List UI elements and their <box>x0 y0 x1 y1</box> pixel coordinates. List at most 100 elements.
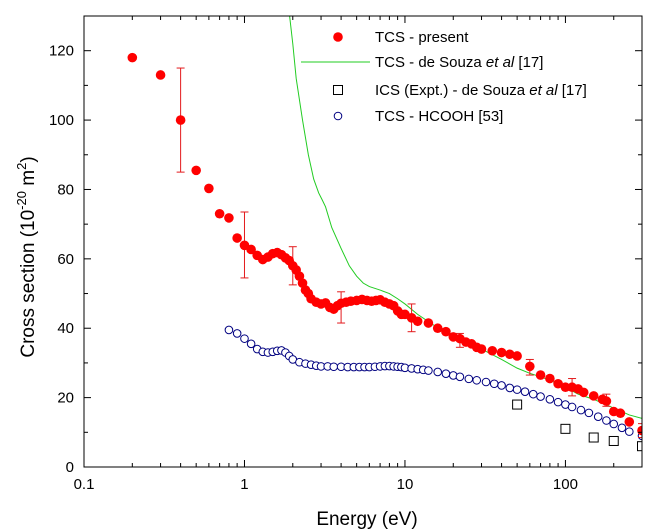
tcs-hcooh-point <box>624 427 634 436</box>
tcs-present-point <box>525 361 535 372</box>
legend-label: TCS - present <box>375 29 469 46</box>
x-tick-label: 100 <box>553 476 578 493</box>
y-axis-title-unit: m <box>18 170 39 191</box>
tcs-hcooh-point <box>433 367 443 377</box>
ics-desouza-point <box>560 423 571 434</box>
tcs-present-point <box>412 316 423 327</box>
legend-item-tcs-present: TCS - present <box>333 29 469 46</box>
legend-open-square-icon <box>333 85 343 95</box>
legend-label: TCS - de Souza et al [17] <box>375 54 543 71</box>
legend-label-part: et al <box>529 82 558 99</box>
y-tick-label: 60 <box>57 251 74 268</box>
ics-desouza-point <box>637 441 642 452</box>
plot-frame <box>83 15 643 468</box>
x-tick-label: 10 <box>397 476 414 493</box>
y-axis-title-exponent: -20 <box>14 191 29 210</box>
tcs-present-point <box>624 417 635 427</box>
tcs-present-point <box>232 233 242 243</box>
y-axis-title-unit-exponent: 2 <box>14 163 29 170</box>
tcs-hcooh-point <box>481 377 491 387</box>
tcs-hcooh-point <box>424 366 433 375</box>
legend-label-part: TCS - HCOOH [53] <box>375 108 503 125</box>
tcs-desouza-line <box>289 16 642 419</box>
tcs-present-point <box>204 183 214 194</box>
tcs-present-point <box>224 213 234 223</box>
tcs-present-point <box>432 323 443 334</box>
tcs-present-point <box>191 165 201 176</box>
y-tick-label: 100 <box>49 112 74 129</box>
tcs-hcooh-point <box>489 379 499 389</box>
y-axis-title-prefix: Cross section (10 <box>18 210 39 358</box>
tcs-hcooh-point <box>545 395 555 404</box>
legend-label: ICS (Expt.) - de Souza et al [17] <box>375 82 587 99</box>
tcs-hcooh-point <box>246 339 256 349</box>
tcs-hcooh-point <box>224 325 234 335</box>
tcs-hcooh-point <box>536 392 545 401</box>
y-axis-title-suffix: ) <box>18 156 39 162</box>
tcs-hcooh-point <box>520 387 530 397</box>
tcs-present-point <box>155 70 166 80</box>
tcs-hcooh-point <box>602 416 611 425</box>
y-axis-title: Cross section (10-20 m2) <box>14 156 39 357</box>
legend-item-ics-desouza: ICS (Expt.) - de Souza et al [17] <box>333 82 587 99</box>
y-tick-label: 120 <box>49 43 74 60</box>
tcs-present-point <box>127 52 138 63</box>
tcs-present-point <box>545 373 555 384</box>
tcs-hcooh-point <box>567 402 577 412</box>
legend-open-circle-icon <box>333 111 343 121</box>
tcs-present-point <box>175 115 186 125</box>
tcs-hcooh-point <box>505 383 515 393</box>
tcs-present-point <box>601 396 612 406</box>
legend-label-part: ICS (Expt.) - de Souza <box>375 82 529 99</box>
legend-item-tcs-desouza: TCS - de Souza et al [17] <box>301 54 543 71</box>
x-axis-title: Energy (eV) <box>316 509 417 530</box>
tcs-hcooh-point <box>593 412 603 421</box>
x-tick-label: 0.1 <box>74 476 95 493</box>
tcs-hcooh-point <box>441 369 451 378</box>
tcs-hcooh-point <box>497 381 506 390</box>
tcs-present-point <box>637 425 642 436</box>
tcs-present-point <box>615 408 626 419</box>
tcs-hcooh-point <box>455 372 465 382</box>
tcs-hcooh-point <box>232 329 242 338</box>
tcs-present-point <box>535 370 546 380</box>
plot-area <box>127 16 642 452</box>
tcs-hcooh-point <box>576 405 586 415</box>
tcs-hcooh-point <box>617 423 627 433</box>
tcs-present-point <box>441 326 451 337</box>
tcs-present-point <box>504 349 515 360</box>
tcs-present-point <box>553 378 563 389</box>
tcs-hcooh-point <box>512 385 522 394</box>
legend-item-tcs-hcooh: TCS - HCOOH [53] <box>333 108 503 125</box>
tcs-hcooh-point <box>240 334 249 343</box>
tcs-hcooh-point <box>464 374 474 384</box>
tcs-present-point <box>560 382 571 393</box>
legend-label-part: TCS - de Souza <box>375 54 486 71</box>
axes: 0.1 1 10 100 0 20 40 60 80 100 120 <box>49 15 643 493</box>
legend-label-part: TCS - present <box>375 29 469 46</box>
tcs-hcooh-point <box>472 375 482 385</box>
legend-label-part: et al <box>486 54 515 71</box>
x-tick-label: 1 <box>240 476 248 493</box>
legend-red-dot-icon <box>333 32 343 42</box>
tcs-present-point <box>246 244 256 255</box>
tcs-present-point <box>588 391 599 401</box>
tcs-present-point <box>512 351 522 361</box>
tcs-hcooh-point <box>528 389 538 399</box>
tcs-present-point <box>496 347 507 358</box>
tcs-hcooh-point <box>553 397 563 407</box>
tcs-present-point <box>578 387 589 398</box>
y-tick-label: 40 <box>57 320 74 337</box>
legend-label-part: [17] <box>558 82 587 99</box>
legend-label-part: [17] <box>514 54 543 71</box>
ics-desouza-point <box>588 432 599 443</box>
tcs-hcooh-point <box>609 419 619 429</box>
tcs-present-point <box>476 344 487 354</box>
y-tick-label: 20 <box>57 390 74 407</box>
ics-desouza-point <box>512 399 523 410</box>
ics-desouza-point <box>608 435 619 446</box>
y-tick-label: 0 <box>66 459 74 476</box>
tcs-present-point <box>487 345 498 356</box>
